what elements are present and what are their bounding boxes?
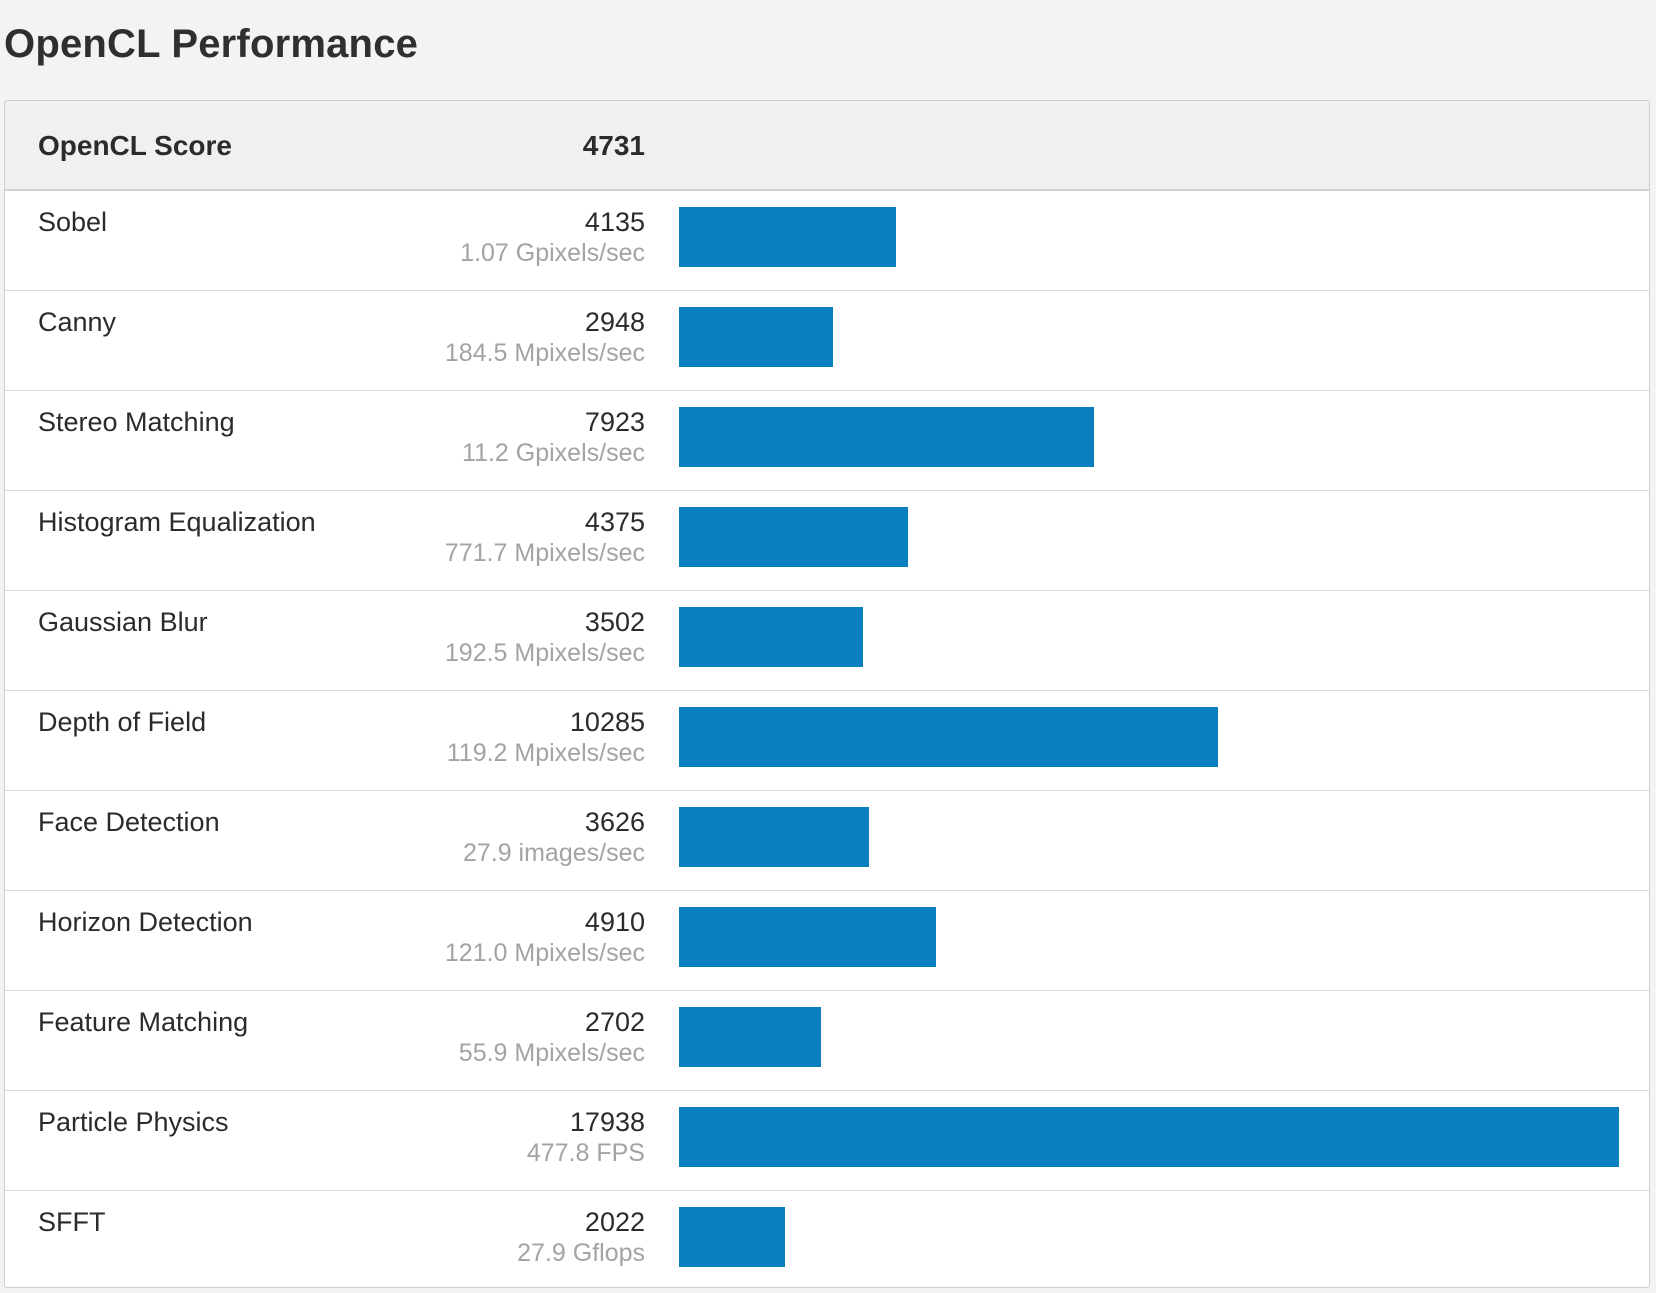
benchmark-name: Feature Matching [38,1007,249,1037]
benchmark-rate: 771.7 Mpixels/sec [444,539,645,567]
benchmark-rate: 11.2 Gpixels/sec [462,439,645,467]
benchmark-bar [679,607,863,667]
benchmark-rate: 27.9 Gflops [517,1239,645,1267]
benchmark-rate: 119.2 Mpixels/sec [446,739,645,767]
benchmark-score: 4135 [584,207,645,237]
benchmark-score: 3626 [584,807,645,837]
benchmark-name: Sobel [38,207,108,237]
page-title: OpenCL Performance [4,22,419,66]
benchmark-name: Gaussian Blur [38,607,208,637]
benchmark-score: 17938 [569,1107,645,1137]
benchmark-row: Depth of Field 10285 119.2 Mpixels/sec [5,691,1649,791]
benchmark-rate: 121.0 Mpixels/sec [444,939,645,967]
benchmark-row: SFFT 2022 27.9 Gflops [5,1191,1649,1287]
benchmark-row: Gaussian Blur 3502 192.5 Mpixels/sec [5,591,1649,691]
benchmark-bar [679,807,869,867]
benchmark-score: 2022 [584,1207,645,1237]
benchmark-bar [679,407,1094,467]
benchmark-bar [679,507,908,567]
benchmark-bar [679,307,833,367]
benchmark-score: 3502 [584,607,645,637]
benchmark-rate: 192.5 Mpixels/sec [444,639,645,667]
benchmark-name: Horizon Detection [38,907,253,937]
benchmark-rate: 477.8 FPS [526,1139,645,1167]
benchmark-bar [679,1207,785,1267]
benchmark-row: Stereo Matching 7923 11.2 Gpixels/sec [5,391,1649,491]
benchmark-score: 4375 [584,507,645,537]
benchmark-row: Horizon Detection 4910 121.0 Mpixels/sec [5,891,1649,991]
score-value: 4731 [582,130,645,161]
benchmark-score: 10285 [569,707,645,737]
opencl-results-table: OpenCL Score 4731 Sobel 4135 1.07 Gpixels/… [4,100,1650,1288]
score-label: OpenCL Score [38,130,232,161]
benchmark-rate: 27.9 images/sec [462,839,645,867]
benchmark-row: Particle Physics 17938 477.8 FPS [5,1091,1649,1191]
benchmark-rate: 1.07 Gpixels/sec [460,239,645,267]
score-header-row: OpenCL Score 4731 [5,101,1649,191]
benchmark-rate: 184.5 Mpixels/sec [444,339,645,367]
benchmark-name: Canny [38,307,117,337]
benchmark-bar [679,207,896,267]
benchmark-bar [679,1007,821,1067]
benchmark-name: Particle Physics [38,1107,229,1137]
benchmark-score: 2702 [584,1007,645,1037]
benchmark-score: 2948 [584,307,645,337]
benchmark-name: Stereo Matching [38,407,235,437]
benchmark-row: Histogram Equalization 4375 771.7 Mpixels/… [5,491,1649,591]
benchmark-row: Face Detection 3626 27.9 images/sec [5,791,1649,891]
benchmark-bar [679,907,936,967]
benchmark-row: Canny 2948 184.5 Mpixels/sec [5,291,1649,391]
benchmark-rate: 55.9 Mpixels/sec [458,1039,645,1067]
benchmark-row: Feature Matching 2702 55.9 Mpixels/sec [5,991,1649,1091]
benchmark-score: 7923 [584,407,645,437]
benchmark-score: 4910 [584,907,645,937]
benchmark-name: Histogram Equalization [38,507,316,537]
benchmark-name: Face Detection [38,807,220,837]
benchmark-name: SFFT [38,1207,106,1237]
benchmark-row: Sobel 4135 1.07 Gpixels/sec [5,191,1649,291]
benchmark-bar [679,1107,1619,1167]
benchmark-bar [679,707,1218,767]
benchmark-rows: Sobel 4135 1.07 Gpixels/sec Canny 2948 184.5 … [5,191,1649,1287]
benchmark-name: Depth of Field [38,707,207,737]
